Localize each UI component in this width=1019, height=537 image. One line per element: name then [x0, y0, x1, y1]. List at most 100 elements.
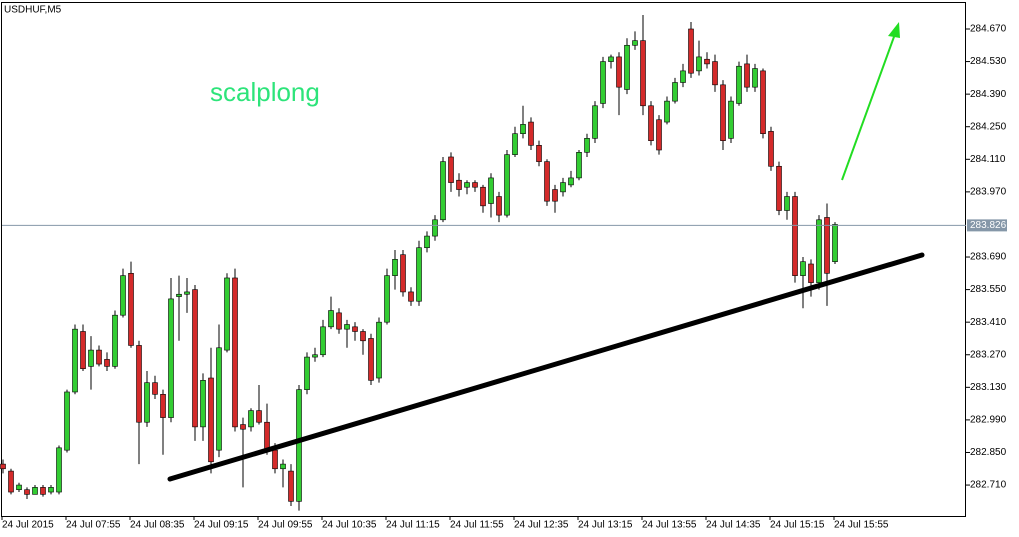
- candle-body: [768, 131, 774, 167]
- candle-body: [136, 345, 142, 423]
- candle-body: [776, 165, 782, 211]
- candle-body: [304, 356, 310, 390]
- candle-body: [224, 277, 230, 351]
- x-tick-label: 24 Jul 15:55: [834, 520, 889, 531]
- candle-body: [632, 40, 638, 46]
- x-tick-label: 24 Jul 09:55: [258, 520, 313, 531]
- candle-body: [552, 189, 558, 202]
- y-tick-label: 283.130: [970, 382, 1007, 393]
- candle-body: [448, 156, 454, 183]
- candle-body: [640, 40, 646, 107]
- candle-body: [760, 70, 766, 134]
- candle-body: [832, 224, 838, 262]
- last-price-box: [967, 219, 1007, 232]
- last-price-label: 283.826: [970, 220, 1007, 231]
- y-tick-label: 282.710: [970, 480, 1007, 491]
- candle-body: [456, 179, 462, 190]
- annotation: scalplong: [210, 77, 320, 107]
- candles: [0, 15, 838, 511]
- candle-body: [576, 152, 582, 179]
- candle-body: [440, 161, 446, 221]
- candle-body: [8, 470, 14, 493]
- candle-body: [80, 331, 86, 370]
- candle-body: [208, 377, 214, 463]
- candle-body: [152, 382, 158, 395]
- candle-body: [416, 247, 422, 302]
- x-tick-label: 24 Jul 2015: [2, 520, 54, 531]
- y-tick-label: 283.970: [970, 187, 1007, 198]
- candle-body: [48, 487, 54, 493]
- candle-body: [192, 289, 198, 428]
- candle-body: [264, 421, 270, 451]
- candle-body: [104, 359, 110, 367]
- candle-body: [624, 44, 630, 90]
- candle-body: [40, 487, 46, 495]
- x-tick-label: 24 Jul 07:55: [66, 520, 121, 531]
- candle-body: [560, 182, 566, 193]
- candle-body: [616, 56, 622, 88]
- y-tick-label: 284.390: [970, 89, 1007, 100]
- plot-frame: [1, 2, 966, 517]
- candle-body: [368, 338, 374, 381]
- x-tick-label: 24 Jul 15:15: [770, 520, 825, 531]
- candle-body: [248, 410, 254, 428]
- candle-body: [272, 449, 278, 470]
- candle-body: [88, 349, 94, 367]
- candle-body: [520, 124, 526, 134]
- candle-body: [32, 487, 38, 495]
- candle-body: [808, 263, 814, 283]
- candle-body: [232, 277, 238, 428]
- y-tick-label: 284.110: [970, 154, 1006, 165]
- y-tick-label: 282.850: [970, 447, 1007, 458]
- y-tick-label: 283.550: [970, 284, 1007, 295]
- candle-body: [120, 275, 126, 316]
- candle-body: [816, 219, 822, 283]
- candle-body: [752, 68, 758, 88]
- y-tick-label: 283.690: [970, 252, 1007, 263]
- candle-body: [712, 61, 718, 86]
- candle-body: [144, 382, 150, 423]
- candle-body: [736, 65, 742, 104]
- candle-body: [168, 298, 174, 418]
- candle-body: [408, 291, 414, 302]
- y-tick-label: 283.410: [970, 317, 1007, 328]
- candle-body: [312, 354, 318, 358]
- candle-body: [608, 56, 614, 62]
- candle-body: [688, 28, 694, 74]
- candle-body: [0, 463, 6, 470]
- candle-body: [664, 100, 670, 123]
- chart-title: USDHUF,M5: [4, 5, 62, 16]
- candle-body: [568, 177, 574, 186]
- candle-body: [648, 105, 654, 141]
- x-tick-label: 24 Jul 13:15: [578, 520, 633, 531]
- x-tick-label: 24 Jul 12:35: [514, 520, 569, 531]
- candle-body: [544, 161, 550, 202]
- candle-body: [680, 70, 686, 83]
- candle-body: [592, 105, 598, 139]
- candle-body: [184, 291, 190, 295]
- candle-body: [240, 424, 246, 430]
- candle-body: [480, 186, 486, 207]
- candle-body: [472, 182, 478, 188]
- candle-body: [512, 133, 518, 155]
- candle-body: [704, 58, 710, 65]
- candle-body: [256, 410, 262, 423]
- candle-body: [384, 275, 390, 323]
- y-tick-label: 283.270: [970, 349, 1007, 360]
- x-tick-label: 24 Jul 14:35: [706, 520, 761, 531]
- candle-body: [200, 380, 206, 428]
- arrow-shaft: [841, 33, 896, 181]
- candle-body: [160, 394, 166, 418]
- candle-body: [344, 324, 350, 330]
- candle-body: [216, 347, 222, 451]
- candle-body: [352, 326, 358, 332]
- candle-body: [320, 326, 326, 356]
- candle-body: [72, 328, 78, 393]
- trend-line: [167, 252, 925, 482]
- x-tick-label: 24 Jul 09:15: [194, 520, 249, 531]
- candle-body: [536, 145, 542, 162]
- candle-body: [432, 219, 438, 237]
- y-tick-label: 284.250: [970, 121, 1007, 132]
- candle-body: [800, 261, 806, 276]
